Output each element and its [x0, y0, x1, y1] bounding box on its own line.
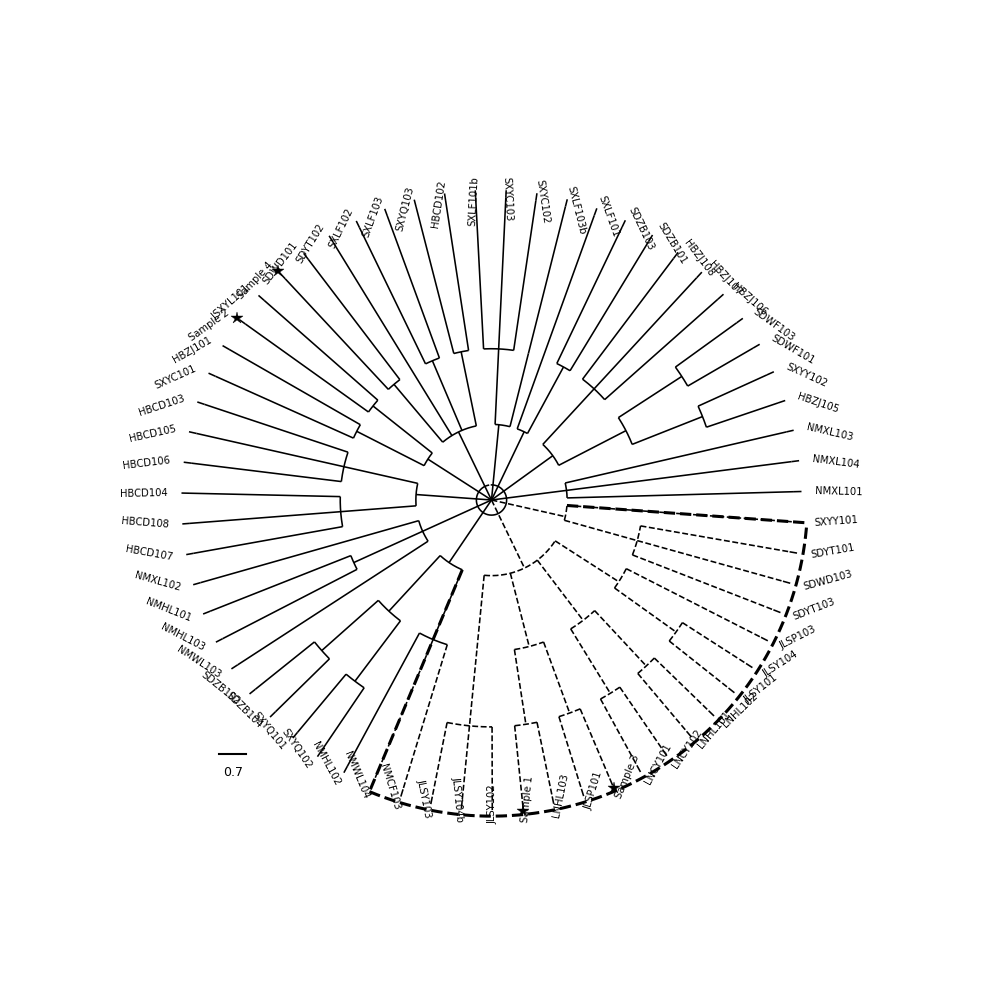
- Text: NMHL101: NMHL101: [144, 597, 193, 624]
- Text: HBCD107: HBCD107: [125, 544, 174, 562]
- Text: LNCY102: LNCY102: [670, 727, 704, 770]
- Text: SXLF103b: SXLF103b: [566, 185, 588, 235]
- Text: NMWL103: NMWL103: [175, 645, 223, 681]
- Text: NMHL102: NMHL102: [310, 740, 342, 787]
- Text: HBCD108: HBCD108: [121, 516, 169, 530]
- Text: JLSP103: JLSP103: [778, 625, 818, 651]
- Text: SDYT103: SDYT103: [791, 597, 837, 622]
- Text: HBCD103: HBCD103: [138, 393, 186, 418]
- Text: NMXL101: NMXL101: [815, 486, 863, 497]
- Text: SXYC101: SXYC101: [153, 363, 199, 390]
- Text: NMXL104: NMXL104: [812, 454, 860, 470]
- Text: SDZB104: SDZB104: [223, 690, 263, 730]
- Text: SDYT101: SDYT101: [810, 543, 855, 560]
- Text: LNHL102: LNHL102: [721, 691, 760, 729]
- Text: NMXL103: NMXL103: [806, 422, 854, 443]
- Text: SXLF103: SXLF103: [361, 194, 384, 238]
- Text: LNCY101: LNCY101: [643, 742, 673, 786]
- Text: SXYQ101: SXYQ101: [251, 710, 288, 752]
- Text: LNHL101: LNHL101: [696, 710, 733, 751]
- Text: NMHL103: NMHL103: [159, 622, 206, 653]
- Text: SDWD101: SDWD101: [260, 239, 300, 286]
- Text: SXLF101b: SXLF101b: [467, 176, 480, 227]
- Text: ISXYL101: ISXYL101: [210, 283, 252, 321]
- Text: HBZJ105: HBZJ105: [796, 391, 840, 415]
- Text: HBCD106: HBCD106: [122, 456, 171, 471]
- Text: JLSY103: JLSY103: [416, 778, 434, 818]
- Text: SXYY101: SXYY101: [814, 515, 859, 528]
- Text: HBCD105: HBCD105: [128, 424, 177, 444]
- Text: SXYC102: SXYC102: [534, 179, 550, 225]
- Text: JLSY104b: JLSY104b: [450, 776, 465, 823]
- Text: 0.7: 0.7: [223, 766, 243, 779]
- Text: JLSY101: JLSY101: [742, 673, 780, 705]
- Text: HBZJ106: HBZJ106: [730, 281, 770, 318]
- Text: JLSP101: JLSP101: [583, 770, 605, 811]
- Text: HBZJ108: HBZJ108: [682, 238, 717, 279]
- Text: SXYQ102: SXYQ102: [280, 727, 314, 771]
- Text: SDWF103: SDWF103: [751, 306, 796, 343]
- Text: Sample 3: Sample 3: [613, 753, 641, 800]
- Text: HBCD104: HBCD104: [120, 488, 168, 499]
- Text: SDZB101: SDZB101: [656, 221, 688, 266]
- Text: Sample 1: Sample 1: [520, 775, 535, 823]
- Text: SXLF101: SXLF101: [597, 194, 621, 238]
- Text: JLSY104: JLSY104: [761, 649, 800, 679]
- Text: HBZJ107: HBZJ107: [708, 259, 744, 297]
- Text: SDYT102: SDYT102: [295, 222, 326, 265]
- Text: SDZB103: SDZB103: [627, 206, 656, 252]
- Text: SXYC103: SXYC103: [502, 176, 514, 221]
- Text: JLSY102: JLSY102: [488, 784, 497, 824]
- Text: SDZB102: SDZB102: [200, 669, 242, 706]
- Text: SXLF102: SXLF102: [327, 207, 355, 250]
- Text: SXYQ103: SXYQ103: [394, 185, 416, 232]
- Text: SDWD103: SDWD103: [802, 569, 853, 592]
- Text: Sample 4: Sample 4: [235, 260, 274, 301]
- Text: SDWF101: SDWF101: [769, 333, 816, 366]
- Text: HBCD102: HBCD102: [431, 179, 447, 228]
- Text: NMWL104: NMWL104: [342, 750, 372, 801]
- Text: LNHL103: LNHL103: [551, 772, 570, 818]
- Text: NMCF103: NMCF103: [378, 763, 402, 811]
- Text: HBZJ101: HBZJ101: [171, 335, 213, 365]
- Text: NMXL102: NMXL102: [133, 571, 182, 593]
- Text: SXYY102: SXYY102: [784, 362, 829, 389]
- Text: Sample 2: Sample 2: [187, 308, 231, 343]
